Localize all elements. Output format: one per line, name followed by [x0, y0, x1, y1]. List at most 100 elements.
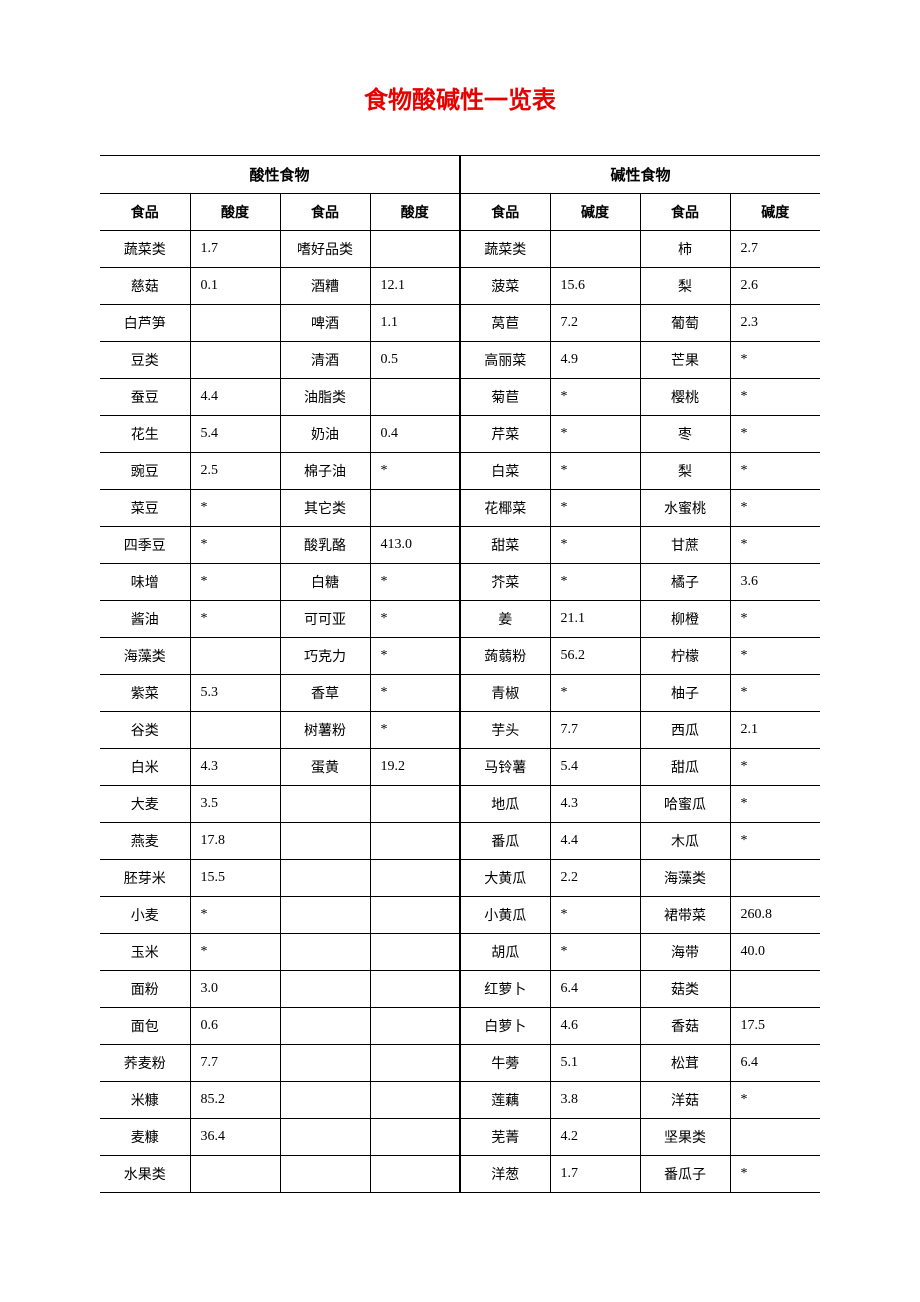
food-cell: 甜瓜 [640, 749, 730, 786]
table-row: 麦糠36.4芜菁4.2坚果类 [100, 1119, 820, 1156]
value-cell: * [190, 564, 280, 601]
value-cell: * [550, 379, 640, 416]
food-cell: 酸乳酪 [280, 527, 370, 564]
food-cell: 谷类 [100, 712, 190, 749]
food-cell [280, 823, 370, 860]
food-cell [280, 1008, 370, 1045]
value-cell [370, 971, 460, 1008]
value-cell [370, 231, 460, 268]
table-row: 燕麦17.8番瓜4.4木瓜* [100, 823, 820, 860]
food-cell: 西瓜 [640, 712, 730, 749]
value-cell: 2.6 [730, 268, 820, 305]
value-cell: 2.7 [730, 231, 820, 268]
value-cell: 4.3 [190, 749, 280, 786]
value-cell: 3.8 [550, 1082, 640, 1119]
value-cell: 36.4 [190, 1119, 280, 1156]
food-cell: 青椒 [460, 675, 550, 712]
food-cell: 木瓜 [640, 823, 730, 860]
food-cell: 菜豆 [100, 490, 190, 527]
food-cell: 可可亚 [280, 601, 370, 638]
food-cell [280, 860, 370, 897]
food-cell: 树薯粉 [280, 712, 370, 749]
value-cell: 5.1 [550, 1045, 640, 1082]
value-cell: * [550, 416, 640, 453]
food-cell: 地瓜 [460, 786, 550, 823]
col-header: 酸度 [190, 194, 280, 231]
food-cell: 啤酒 [280, 305, 370, 342]
value-cell: * [730, 342, 820, 379]
value-cell: 7.2 [550, 305, 640, 342]
table-row: 酱油*可可亚*姜21.1柳橙* [100, 601, 820, 638]
food-cell: 芋头 [460, 712, 550, 749]
food-cell: 酱油 [100, 601, 190, 638]
food-cell: 海藻类 [640, 860, 730, 897]
value-cell [730, 860, 820, 897]
food-cell: 味增 [100, 564, 190, 601]
table-row: 慈菇0.1酒糟12.1菠菜15.6梨2.6 [100, 268, 820, 305]
food-cell: 白芦笋 [100, 305, 190, 342]
food-cell: 芹菜 [460, 416, 550, 453]
value-cell: 40.0 [730, 934, 820, 971]
food-cell: 酒糟 [280, 268, 370, 305]
food-cell: 菊苣 [460, 379, 550, 416]
value-cell: 5.4 [550, 749, 640, 786]
value-cell: 6.4 [730, 1045, 820, 1082]
value-cell [370, 379, 460, 416]
value-cell: 4.6 [550, 1008, 640, 1045]
value-cell: 15.6 [550, 268, 640, 305]
food-cell: 哈蜜瓜 [640, 786, 730, 823]
value-cell: 0.5 [370, 342, 460, 379]
table-row: 玉米*胡瓜*海带40.0 [100, 934, 820, 971]
value-cell: 2.2 [550, 860, 640, 897]
value-cell [370, 1045, 460, 1082]
food-cell: 面包 [100, 1008, 190, 1045]
table-row: 四季豆*酸乳酪413.0甜菜*甘蔗* [100, 527, 820, 564]
food-cell: 番瓜 [460, 823, 550, 860]
food-cell: 豌豆 [100, 453, 190, 490]
value-cell: * [730, 490, 820, 527]
food-cell: 面粉 [100, 971, 190, 1008]
value-cell [370, 786, 460, 823]
food-cell: 玉米 [100, 934, 190, 971]
value-cell: * [370, 564, 460, 601]
value-cell: * [730, 453, 820, 490]
food-cell: 柚子 [640, 675, 730, 712]
value-cell: * [550, 897, 640, 934]
value-cell: 6.4 [550, 971, 640, 1008]
food-cell: 马铃薯 [460, 749, 550, 786]
value-cell: * [190, 527, 280, 564]
value-cell: 1.1 [370, 305, 460, 342]
value-cell: * [730, 379, 820, 416]
value-cell [370, 823, 460, 860]
value-cell: * [190, 601, 280, 638]
food-cell: 四季豆 [100, 527, 190, 564]
col-header: 碱度 [550, 194, 640, 231]
food-cell: 荞麦粉 [100, 1045, 190, 1082]
food-cell: 牛蒡 [460, 1045, 550, 1082]
value-cell [190, 342, 280, 379]
food-cell: 番瓜子 [640, 1156, 730, 1193]
table-row: 白米4.3蛋黄19.2马铃薯5.4甜瓜* [100, 749, 820, 786]
value-cell: * [190, 934, 280, 971]
col-header: 酸度 [370, 194, 460, 231]
value-cell: 4.2 [550, 1119, 640, 1156]
food-cell: 燕麦 [100, 823, 190, 860]
food-cell: 莴苣 [460, 305, 550, 342]
table-row: 荞麦粉7.7牛蒡5.1松茸6.4 [100, 1045, 820, 1082]
table-row: 蚕豆4.4油脂类菊苣*樱桃* [100, 379, 820, 416]
value-cell: * [730, 749, 820, 786]
value-cell: * [730, 1156, 820, 1193]
value-cell [550, 231, 640, 268]
value-cell: 0.4 [370, 416, 460, 453]
value-cell: 3.0 [190, 971, 280, 1008]
value-cell: 0.1 [190, 268, 280, 305]
food-cell: 香菇 [640, 1008, 730, 1045]
food-cell: 慈菇 [100, 268, 190, 305]
value-cell: * [730, 416, 820, 453]
food-cell: 其它类 [280, 490, 370, 527]
value-cell: 17.8 [190, 823, 280, 860]
food-cell: 松茸 [640, 1045, 730, 1082]
food-cell [280, 1119, 370, 1156]
value-cell [370, 1082, 460, 1119]
food-cell: 海带 [640, 934, 730, 971]
